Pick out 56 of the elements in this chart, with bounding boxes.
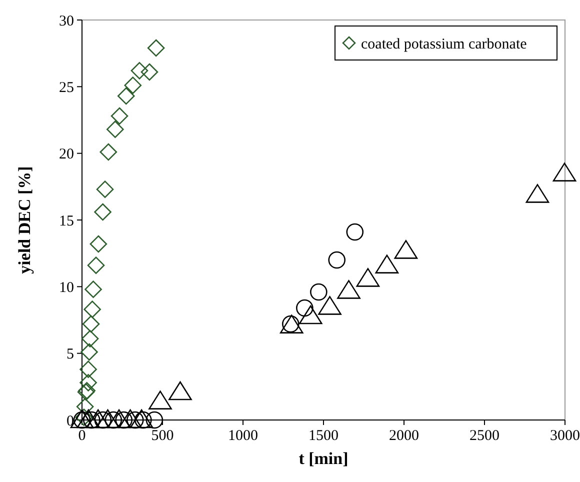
- point: [526, 184, 550, 203]
- point: [94, 203, 112, 221]
- point: [118, 409, 142, 428]
- y-tick-label: 5: [66, 346, 74, 363]
- point: [90, 235, 108, 253]
- y-tick-label: 10: [59, 280, 74, 296]
- point: [124, 76, 142, 94]
- point: [298, 305, 322, 324]
- point: [280, 314, 304, 334]
- y-axis-title: yield DEC [%]: [15, 166, 34, 274]
- point: [106, 120, 124, 138]
- point: [84, 280, 102, 298]
- x-tick-label: 3000: [550, 428, 580, 444]
- point: [146, 411, 164, 429]
- y-tick-label: 15: [59, 213, 74, 230]
- point: [318, 296, 342, 315]
- point: [337, 280, 360, 299]
- y-tick-label: 25: [59, 80, 74, 96]
- point: [140, 63, 158, 81]
- point: [110, 107, 128, 125]
- point: [148, 390, 172, 410]
- point: [96, 409, 120, 428]
- point: [117, 87, 135, 105]
- x-tick-label: 2500: [470, 428, 500, 444]
- x-tick-label: 500: [151, 428, 174, 444]
- legend-label: coated potassium carbonate: [361, 36, 528, 52]
- x-tick-label: 0: [78, 428, 86, 444]
- point: [80, 343, 98, 361]
- point: [87, 256, 105, 274]
- point: [328, 251, 346, 269]
- point: [356, 268, 380, 287]
- point: [346, 223, 364, 241]
- point: [552, 162, 576, 182]
- point: [375, 254, 399, 274]
- point: [168, 381, 192, 400]
- point: [107, 409, 131, 428]
- y-tick-label: 30: [59, 13, 74, 30]
- x-axis-title: t [min]: [298, 449, 348, 468]
- point: [84, 300, 101, 318]
- point: [310, 283, 328, 301]
- point: [81, 330, 99, 348]
- point: [147, 39, 165, 57]
- point: [82, 315, 100, 333]
- point: [76, 398, 94, 416]
- point: [130, 409, 154, 428]
- x-tick-label: 1500: [308, 428, 338, 444]
- point: [100, 143, 118, 161]
- x-tick-label: 1000: [228, 428, 258, 444]
- point: [80, 360, 97, 378]
- point: [130, 62, 148, 80]
- point: [80, 374, 97, 392]
- x-tick-label: 2000: [389, 428, 419, 444]
- y-tick-label: 20: [59, 146, 74, 163]
- point: [394, 240, 418, 259]
- point: [96, 180, 114, 198]
- y-tick-label: 0: [66, 413, 74, 430]
